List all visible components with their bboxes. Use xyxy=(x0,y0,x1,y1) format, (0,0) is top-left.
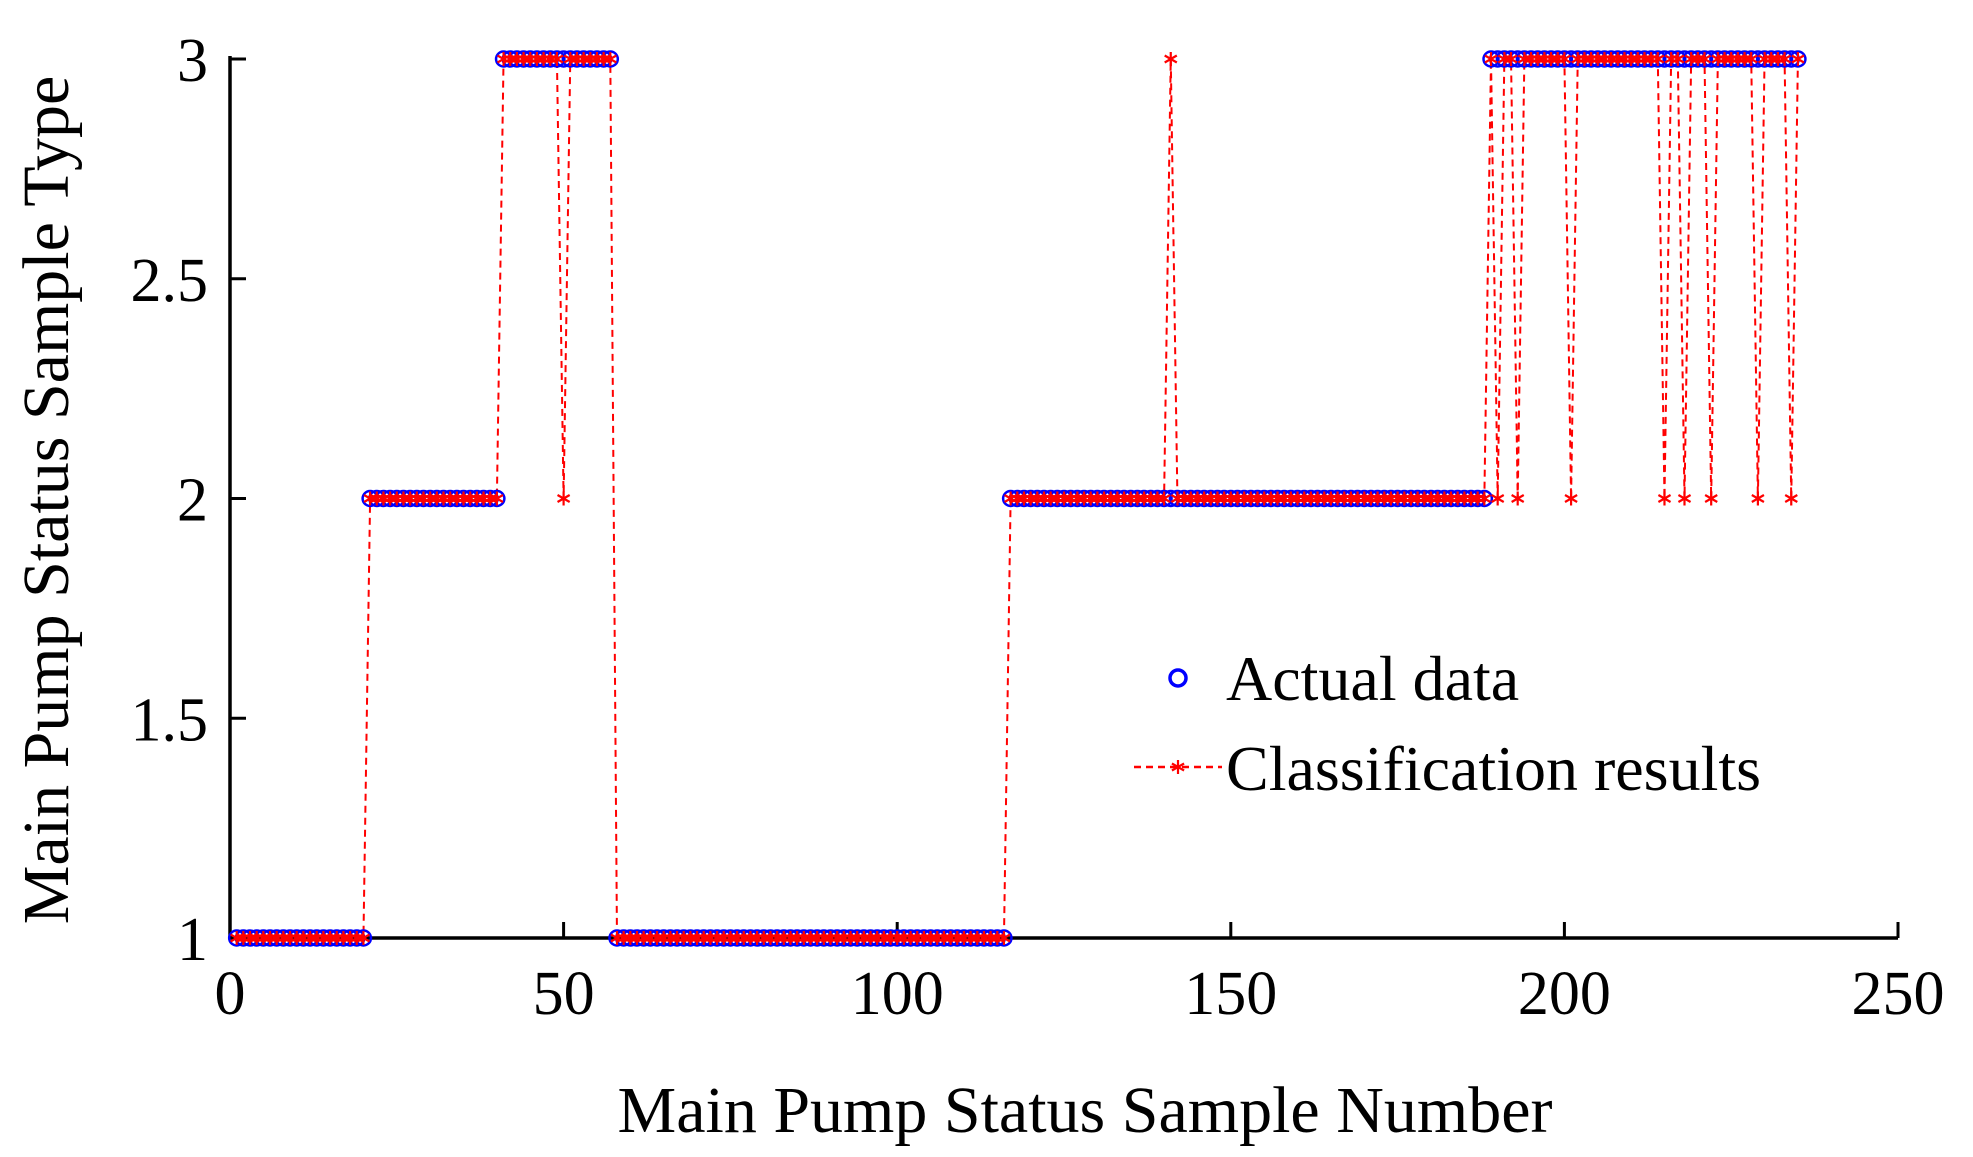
classification-result-point xyxy=(997,931,1011,945)
classification-result-point xyxy=(550,52,564,66)
actual-data-point xyxy=(1482,50,1500,68)
legend-classification-label: Classification results xyxy=(1226,733,1761,804)
classification-result-point xyxy=(1671,52,1685,66)
y-tick-label: 3 xyxy=(177,27,208,95)
classification-result-point xyxy=(1557,52,1572,66)
ticks: 0 50 100 150 200 250 1 1.5 2 2.5 3 xyxy=(131,27,1945,1028)
predicted-markers xyxy=(230,52,1805,945)
classification-result-point xyxy=(1744,52,1758,66)
y-tick-label: 2.5 xyxy=(131,247,209,315)
classification-result-point xyxy=(1751,491,1765,506)
legend-actual-marker xyxy=(1168,668,1188,688)
y-tick-label: 2 xyxy=(177,467,208,535)
classification-result-point xyxy=(1484,52,1498,66)
classification-result-point xyxy=(1564,491,1578,506)
classification-result-point xyxy=(1477,491,1491,506)
x-axis-title: Main Pump Status Sample Number xyxy=(618,1074,1553,1147)
classification-result-point xyxy=(1791,52,1805,66)
x-tick-label: 200 xyxy=(1518,960,1611,1028)
legend-classification-marker xyxy=(1171,760,1185,774)
x-tick-label: 100 xyxy=(851,960,944,1028)
x-tick-label: 0 xyxy=(215,960,246,1028)
classification-result-point xyxy=(1651,52,1665,66)
classification-result-point xyxy=(1697,52,1712,66)
classification-result-point xyxy=(1704,491,1718,506)
axis-labels: Main Pump Status Sample Number Main Pump… xyxy=(10,76,1552,1147)
classification-result-point xyxy=(1677,491,1692,506)
classification-result-point xyxy=(603,52,617,66)
classification-result-point xyxy=(1784,491,1798,506)
y-axis-title: Main Pump Status Sample Type xyxy=(10,76,83,925)
classification-result-point xyxy=(490,491,504,506)
actual-data-point xyxy=(1789,50,1807,68)
classification-result-point xyxy=(1777,52,1792,66)
classification-result-point xyxy=(356,931,371,945)
x-tick-label: 250 xyxy=(1852,960,1945,1028)
classification-result-point xyxy=(556,491,571,506)
classification-result-point xyxy=(1504,52,1518,66)
x-tick-label: 50 xyxy=(533,960,595,1028)
legend-star-glyph xyxy=(1171,760,1185,774)
legend-actual-label: Actual data xyxy=(1226,643,1519,714)
classification-result-point xyxy=(1511,491,1525,506)
y-tick-label: 1 xyxy=(177,906,208,974)
classification-result-point xyxy=(1157,491,1171,506)
classification-result-point xyxy=(1491,491,1505,506)
classification-result-point xyxy=(1164,52,1178,66)
classification-result-point xyxy=(1657,491,1672,506)
x-tick-label: 150 xyxy=(1184,960,1277,1028)
legend: Actual data Classification results xyxy=(1134,643,1761,804)
y-tick-label: 1.5 xyxy=(131,686,209,754)
